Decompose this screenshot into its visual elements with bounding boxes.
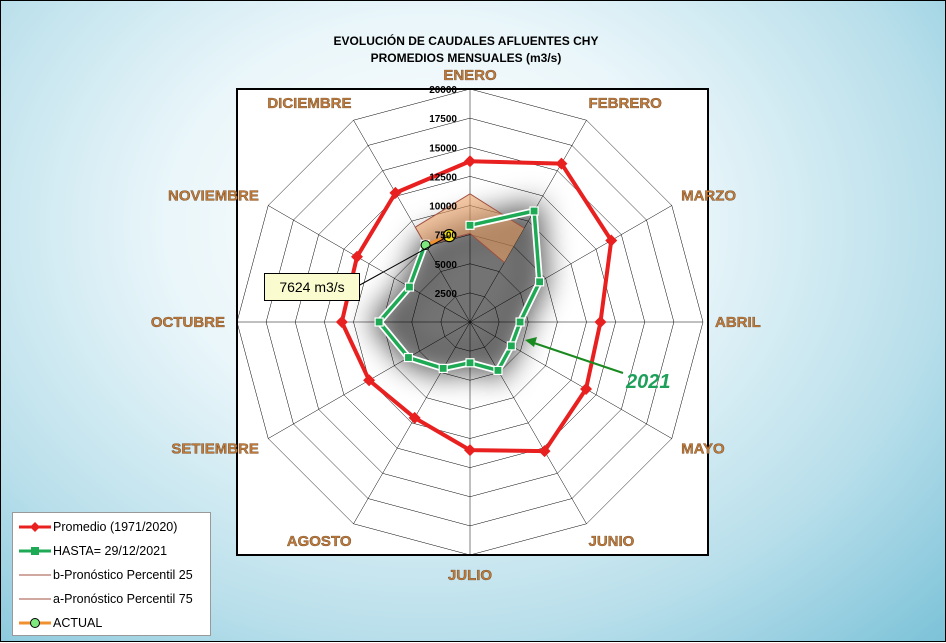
legend-label-actual: ACTUAL [53,616,103,630]
legend-label-percentil-75: a-Pronóstico Percentil 75 [53,592,193,606]
legend-label-promedio: Promedio (1971/2020) [53,520,178,534]
chart-title: EVOLUCIÓN DE CAUDALES AFLUENTES CHY PROM… [231,33,701,67]
radial-tick-label: 10000 [429,202,457,213]
hasta-marker-mayo [506,341,516,351]
percentil-75-line [414,193,525,246]
legend-label-percentil-25: b-Pronóstico Percentil 25 [53,568,193,582]
series-line-hasta [377,209,542,373]
month-label-abril: ABRIL [715,314,761,331]
legend-marker-actual [19,618,51,628]
promedio-marker-junio [538,445,551,458]
legend-item-percentil-75: a-Pronóstico Percentil 75 [19,590,209,608]
callout-leader-line [357,235,450,287]
promedio-marker-enero [464,155,476,168]
legend-item-promedio: Promedio (1971/2020) [19,518,209,536]
legend-marker-percentil-75 [19,598,51,600]
month-label-agosto: AGOSTO [287,533,352,550]
radial-tick-label: 5000 [435,260,458,271]
legend-item-actual: ACTUAL [19,614,209,632]
month-label-octubre: OCTUBRE [151,314,225,331]
promedio-marker-abril [594,316,607,328]
actual-value-callout: 7624 m3/s [264,273,360,301]
month-label-diciembre: DICIEMBRE [267,95,351,112]
hasta-marker-noviembre [404,282,415,292]
year-2021-label: 2021 [626,371,671,393]
hasta-marker-enero [465,220,475,230]
radial-tick-label: 17500 [429,114,457,125]
month-label-setiembre: SETIEMBRE [171,441,259,458]
hasta-marker-julio [465,358,475,368]
radial-tick-label: 20000 [429,85,457,96]
promedio-marker-febrero [555,157,568,170]
radial-tick-label: 2500 [435,289,458,300]
hasta-marker-marzo [535,277,545,287]
promedio-marker-marzo [605,234,618,247]
promedio-marker-mayo [580,382,593,395]
hasta-marker-setiembre [403,352,414,363]
hasta-marker-abril [515,317,525,327]
promedio-marker-agosto [408,411,421,424]
month-label-febrero: FEBRERO [589,95,663,112]
month-label-mayo: MAYO [681,441,725,458]
arrow-2021-line [530,341,624,374]
promedio-marker-noviembre [351,250,364,263]
title-line-2: PROMEDIOS MENSUALES (m3/s) [370,51,562,65]
month-label-marzo: MARZO [681,188,736,205]
legend-item-hasta: HASTA= 29/12/2021 [19,542,209,560]
legend: Promedio (1971/2020) HASTA= 29/12/2021 b… [12,512,211,636]
month-label-julio: JULIO [448,567,493,584]
legend-label-hasta: HASTA= 29/12/2021 [53,544,168,558]
legend-item-percentil-25: b-Pronóstico Percentil 25 [19,566,209,584]
legend-marker-percentil-25 [19,574,51,576]
promedio-marker-diciembre [389,186,402,199]
title-line-1: EVOLUCIÓN DE CAUDALES AFLUENTES CHY [333,34,599,48]
month-label-enero: ENERO [443,67,497,84]
annotations [357,235,624,374]
promedio-marker-setiembre [363,374,376,387]
hasta-marker-octubre [374,317,384,327]
legend-marker-hasta [19,547,51,555]
hasta-marker-junio [493,365,503,376]
promedio-marker-julio [464,444,476,457]
month-label-junio: JUNIO [589,533,635,550]
radial-tick-label: 12500 [429,172,457,183]
promedio-marker-octubre [335,316,348,328]
month-label-noviembre: NOVIEMBRE [168,188,259,205]
axis-labels: 2500 5000 7500 10000 12500 15000 17500 20000ENE… [151,67,761,584]
radial-tick-label: 7500 [435,231,458,242]
series-layer [335,155,618,458]
hasta-marker-febrero [529,206,539,216]
legend-marker-promedio [19,522,51,532]
arrow-2021-head [525,337,537,347]
radial-tick-label: 15000 [429,143,457,154]
percentil-25-line [425,232,505,263]
hasta-marker-agosto [438,363,448,374]
